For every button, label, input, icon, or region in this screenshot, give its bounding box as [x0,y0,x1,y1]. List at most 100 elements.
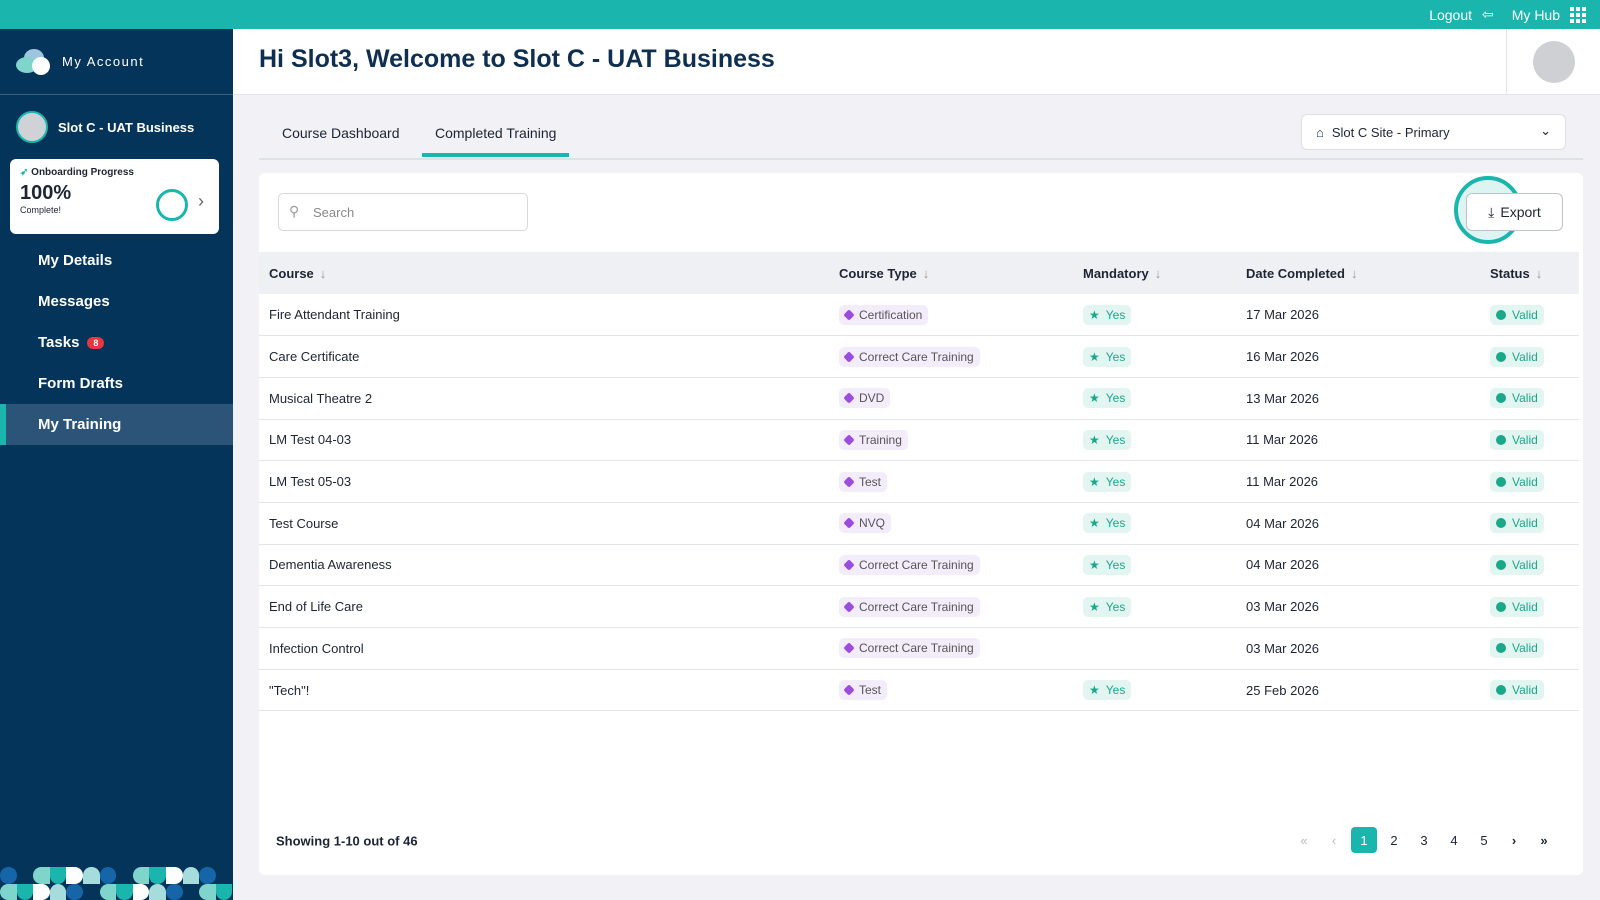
column-header[interactable]: Mandatory ↓ [1073,252,1236,294]
course-name[interactable]: End of Life Care [259,585,829,628]
prev-page-icon[interactable]: ‹ [1331,832,1337,848]
download-icon: ⤓ [1488,203,1495,220]
page-button[interactable]: 2 [1390,832,1398,848]
sort-arrow-icon[interactable]: ↓ [1535,265,1543,281]
column-header-label: Course Type [839,265,917,281]
check-circle-icon [1496,518,1506,529]
table-row[interactable]: Dementia Awareness Correct Care Training… [259,544,1579,587]
sort-arrow-icon[interactable]: ↓ [1350,265,1358,281]
course-name[interactable]: Infection Control [259,627,829,670]
logout-link[interactable]: Logout [1429,6,1473,23]
business-profile[interactable]: Slot C - UAT Business [0,95,233,159]
page-button[interactable]: 4 [1450,832,1458,848]
course-name[interactable]: Dementia Awareness [259,544,829,587]
column-header-label: Mandatory [1083,265,1149,281]
pattern-tile [82,883,100,900]
mandatory-label: Yes [1105,474,1126,489]
course-name[interactable]: LM Test 04-03 [259,419,829,462]
mandatory-label: Yes [1105,307,1126,322]
mandatory-label: Yes [1105,516,1126,531]
next-page-icon[interactable]: › [1511,832,1517,848]
course-name[interactable]: Test Course [259,502,829,545]
business-avatar [16,111,48,143]
page-header: Hi Slot3, Welcome to Slot C - UAT Busine… [233,29,1600,95]
last-page-icon[interactable]: » [1540,832,1548,848]
tab-course-dashboard[interactable]: Course Dashboard [282,125,400,141]
pattern-tile [66,883,83,900]
sidebar-item-tasks[interactable]: Tasks 8 [0,322,233,363]
sidebar-item-label: My Details [38,252,113,269]
site-select[interactable]: ⌂ Slot C Site - Primary ⌄ [1301,114,1566,150]
page-button[interactable]: 1 [1351,827,1377,853]
star-icon: ★ [1089,349,1100,364]
table-row[interactable]: Care Certificate Correct Care Training ★… [259,335,1579,378]
table-row[interactable]: End of Life Care Correct Care Training ★… [259,585,1579,628]
export-button[interactable]: ⤓ Export [1466,193,1563,231]
table-row[interactable]: Test Course NVQ ★ Yes 04 Mar 2026 Valid [259,502,1579,545]
course-name[interactable]: Care Certificate [259,335,829,378]
page-button[interactable]: 5 [1480,832,1488,848]
check-circle-icon [1496,309,1506,320]
pattern-tile [33,867,50,884]
tasks-badge: 8 [87,336,105,349]
course-name[interactable]: Musical Theatre 2 [259,377,829,420]
sidebar-item-form-drafts[interactable]: Form Drafts [0,363,233,404]
mandatory-badge: ★ Yes [1083,596,1132,617]
mandatory-badge: ★ Yes [1083,554,1132,575]
sort-arrow-icon[interactable]: ↓ [922,265,930,281]
date-completed: 03 Mar 2026 [1236,585,1480,628]
mandatory-badge: ★ Yes [1083,471,1132,492]
my-hub-link[interactable]: My Hub [1511,6,1560,23]
tag-icon [843,308,855,321]
table-row[interactable]: Infection Control Correct Care Training … [259,627,1579,670]
pattern-tile [16,867,34,884]
top-bar: Logout ⇦ My Hub [0,0,1600,29]
tag-icon [843,642,855,655]
course-name[interactable]: LM Test 05-03 [259,460,829,503]
page-button[interactable]: 3 [1420,832,1428,848]
brand[interactable]: My Account [0,29,233,95]
column-header[interactable]: Course ↓ [259,252,829,294]
status-badge: Valid [1490,554,1544,575]
first-page-icon[interactable]: « [1300,832,1308,848]
table-row[interactable]: LM Test 05-03 Test ★ Yes 11 Mar 2026 Vali… [259,460,1579,503]
tag-icon [843,350,855,363]
course-type-label: Correct Care Training [859,557,974,572]
course-type-label: Correct Care Training [859,349,974,364]
tab-completed-training[interactable]: Completed Training [422,125,570,157]
sort-arrow-icon[interactable]: ↓ [1154,265,1162,281]
logout-icon[interactable]: ⇦ [1482,6,1494,22]
chevron-right-icon[interactable]: › [198,191,204,211]
column-header[interactable]: Status ↓ [1480,252,1579,294]
pattern-tile [0,867,17,884]
rocket-icon: ➶ [20,167,29,178]
search-input[interactable]: ⚲ Search [278,193,528,231]
status-label: Valid [1512,641,1538,656]
mandatory-badge: ★ Yes [1083,304,1132,325]
course-type-label: Test [859,683,882,698]
sidebar-item-my-training[interactable]: My Training [0,404,233,445]
pattern-tile [16,883,34,900]
sidebar-item-my-details[interactable]: My Details [0,240,233,281]
course-name[interactable]: Fire Attendant Training [259,294,829,337]
table-row[interactable]: Fire Attendant Training Certification ★ Y… [259,294,1579,337]
mandatory-label: Yes [1105,599,1126,614]
column-header[interactable]: Date Completed ↓ [1236,252,1480,294]
table-row[interactable]: LM Test 04-03 Training ★ Yes 11 Mar 2026 … [259,419,1579,462]
date-completed: 13 Mar 2026 [1236,377,1480,420]
sort-arrow-icon[interactable]: ↓ [319,265,327,281]
apps-grid-icon[interactable] [1570,6,1586,23]
table-row[interactable]: "Tech"! Test ★ Yes 25 Feb 2026 Valid [259,669,1579,712]
date-completed: 17 Mar 2026 [1236,294,1480,337]
column-header[interactable]: Course Type ↓ [829,252,1073,294]
star-icon: ★ [1089,474,1100,489]
course-name[interactable]: "Tech"! [259,669,829,712]
user-avatar[interactable] [1533,41,1575,83]
course-type-tag: Correct Care Training [839,554,980,575]
course-type-tag: Test [839,680,888,701]
onboarding-progress-card[interactable]: ➶ Onboarding Progress 100% Complete! › [10,159,219,234]
sidebar-item-messages[interactable]: Messages [0,281,233,322]
mandatory-label: Yes [1105,349,1126,364]
tag-icon [843,392,855,404]
table-row[interactable]: Musical Theatre 2 DVD ★ Yes 13 Mar 2026 V… [259,377,1579,420]
